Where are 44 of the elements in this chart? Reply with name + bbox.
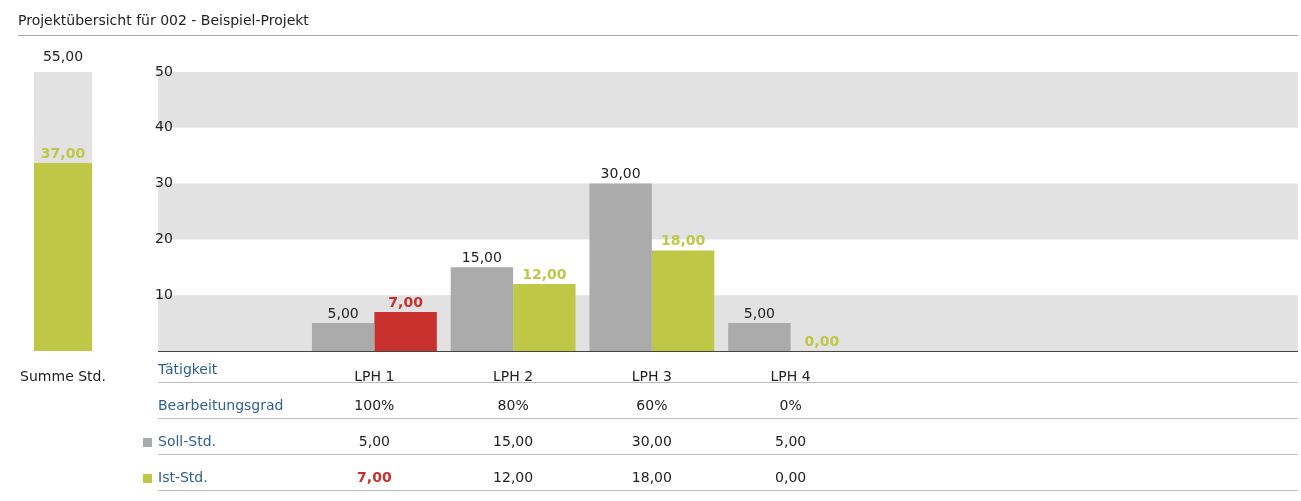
data-label: 37,00 (40, 144, 86, 161)
bar (728, 323, 791, 351)
data-label: 7,00 (357, 469, 392, 485)
y-tick-label: 20 (155, 230, 173, 247)
bar (651, 250, 715, 351)
text: 15,00 (461, 248, 502, 265)
text: 30,00 (600, 165, 641, 182)
y-tick-label: 10 (155, 285, 173, 302)
x-tick-label: LPH 3 (631, 368, 672, 385)
bar (513, 284, 576, 351)
text: 0% (779, 397, 802, 413)
x-tick-label: Summe Std. (20, 368, 106, 385)
x-axis-title: Tätigkeit (158, 361, 218, 377)
total-label: 55,00 (42, 47, 84, 64)
text: 18,00 (660, 232, 706, 249)
text: 80% (497, 397, 529, 413)
text: 5,00 (743, 304, 775, 321)
data-label: 30,00 (631, 433, 672, 449)
x-tick-label: LPH 2 (493, 368, 534, 385)
data-label: 18,00 (631, 469, 672, 485)
bar (589, 183, 652, 351)
text: Bearbeitungsgrad (158, 397, 284, 413)
data-label: 0,00 (775, 469, 807, 485)
data-label: 15,00 (493, 433, 534, 449)
text: 0,00 (804, 332, 840, 349)
text: 7,00 (388, 293, 423, 310)
y-tick-label: 50 (155, 62, 173, 79)
y-tick-label: 40 (155, 118, 173, 135)
bar (374, 311, 437, 351)
text: 100% (354, 397, 395, 413)
text: 60% (636, 397, 668, 413)
bar (311, 323, 375, 351)
x-tick-label: LPH 1 (354, 368, 395, 385)
text: 12,00 (522, 265, 567, 282)
text: 5,00 (327, 304, 359, 321)
x-tick-label: LPH 4 (770, 368, 811, 385)
legend-label: Ist-Std. (158, 469, 208, 485)
data-label: 5,00 (358, 433, 390, 449)
y-tick-label: 30 (155, 174, 173, 191)
data-label: 12,00 (493, 469, 534, 485)
data-label: 5,00 (775, 433, 807, 449)
legend-label: Soll-Std. (158, 433, 216, 449)
bar (450, 267, 514, 351)
text: Projektübersicht für 002 - Beispiel-Projekt (18, 12, 309, 28)
